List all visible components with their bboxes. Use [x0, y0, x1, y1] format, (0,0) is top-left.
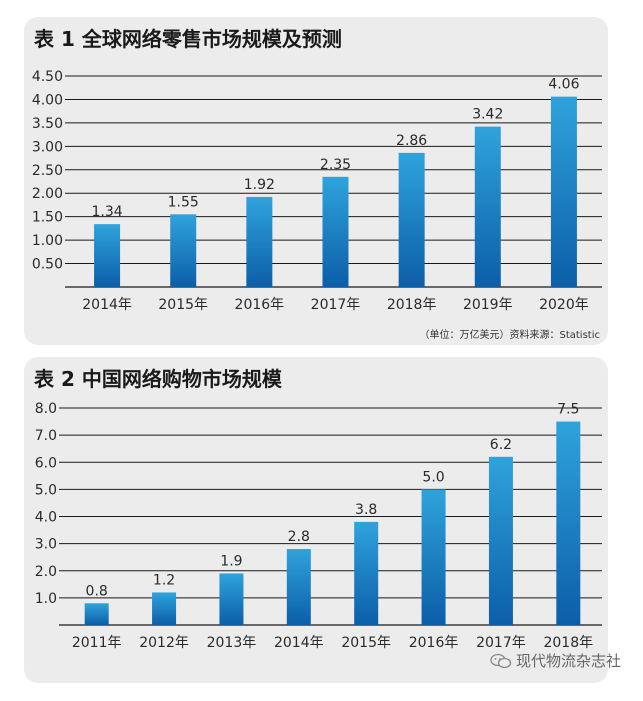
bar-value-label: 1.9: [220, 553, 242, 569]
y-tick-label: 3.0: [35, 537, 57, 553]
y-tick-label: 8.0: [35, 401, 57, 417]
y-tick-label: 7.0: [35, 428, 57, 444]
y-tick-label: 0.50: [32, 257, 63, 273]
bar-value-label: 1.2: [153, 572, 175, 588]
bar-value-label: 5.0: [422, 469, 444, 485]
bar-value-label: 4.06: [548, 77, 579, 93]
x-tick-label: 2014年: [82, 297, 132, 313]
y-tick-label: 3.50: [32, 116, 63, 132]
y-tick-label: 4.50: [32, 69, 63, 85]
bar-value-label: 2.8: [288, 529, 310, 545]
y-tick-label: 1.00: [32, 233, 63, 249]
x-tick-label: 2018年: [543, 635, 593, 651]
x-tick-label: 2017年: [476, 635, 526, 651]
x-tick-label: 2016年: [409, 635, 459, 651]
bar: [246, 196, 273, 287]
bar-value-label: 1.55: [168, 194, 199, 210]
bar-value-label: 1.92: [244, 177, 275, 193]
x-tick-label: 2015年: [158, 297, 208, 313]
bar: [354, 521, 379, 625]
source-note: （单位：万亿美元）资料来源：Statistic: [419, 330, 600, 341]
x-tick-label: 2015年: [341, 635, 391, 651]
bar: [421, 489, 446, 625]
y-tick-label: 5.0: [35, 482, 57, 498]
wechat-icon: [490, 653, 512, 668]
y-tick-label: 4.00: [32, 92, 63, 108]
china-shopping-bar-chart: 1.0 2.0 3.0 4.0 5.0 6.0 7.0 8.0 0.8 2011年 1.2 2012年…: [35, 401, 602, 651]
bar-value-label: 2.86: [396, 133, 427, 149]
y-tick-label: 3.00: [32, 139, 63, 155]
x-tick-label: 2017年: [311, 297, 361, 313]
bar-value-label: 2.35: [320, 157, 351, 173]
x-tick-label: 2011年: [72, 635, 122, 651]
bar-value-label: 0.8: [86, 583, 108, 599]
x-tick-label: 2019年: [463, 297, 513, 313]
watermark-text: 现代物流杂志社: [515, 652, 621, 670]
chart-panel-china: 表 2 中国网络购物市场规模 1.0 2.0 3.0 4.0 5.0 6.0 7.0 8.0 0…: [24, 357, 608, 683]
y-tick-label: 2.00: [32, 186, 63, 202]
bar: [286, 549, 311, 625]
y-tick-label: 4.0: [35, 510, 57, 526]
bar: [94, 224, 121, 287]
bar-value-label: 7.5: [557, 402, 579, 418]
global-retail-bar-chart: 0.50 1.00 1.50 2.00 2.50 3.00 3.50 4.00 4.50 1.34…: [32, 69, 602, 313]
chart-panel-global: 表 1 全球网络零售市场规模及预测 0.50 1.00 1.50 2.00 2.50 3.…: [24, 17, 608, 345]
x-tick-label: 2018年: [387, 297, 437, 313]
x-tick-label: 2014年: [274, 635, 324, 651]
y-tick-label: 6.0: [35, 455, 57, 471]
bar: [556, 421, 581, 625]
y-tick-label: 2.0: [35, 564, 57, 580]
chart-title: 表 1 全球网络零售市场规模及预测: [34, 27, 342, 51]
bar: [84, 603, 109, 625]
chart-title: 表 2 中国网络购物市场规模: [34, 367, 282, 391]
bar: [474, 126, 501, 287]
bar: [322, 176, 349, 287]
y-tick-label: 1.50: [32, 210, 63, 226]
bar-value-label: 1.34: [91, 204, 122, 220]
x-tick-label: 2016年: [235, 297, 285, 313]
y-tick-label: 2.50: [32, 163, 63, 179]
bar-value-label: 3.42: [472, 107, 503, 123]
bar: [398, 152, 425, 287]
bar: [152, 592, 177, 625]
bar: [219, 573, 244, 625]
bar: [550, 96, 577, 288]
bar-value-label: 6.2: [490, 437, 512, 453]
x-tick-label: 2013年: [207, 635, 257, 651]
watermark: 现代物流杂志社: [490, 650, 621, 671]
x-tick-label: 2020年: [539, 297, 589, 313]
bar: [488, 456, 513, 625]
y-tick-label: 1.0: [35, 591, 57, 607]
x-tick-label: 2012年: [139, 635, 189, 651]
bar-value-label: 3.8: [355, 502, 377, 518]
bar: [170, 214, 197, 287]
